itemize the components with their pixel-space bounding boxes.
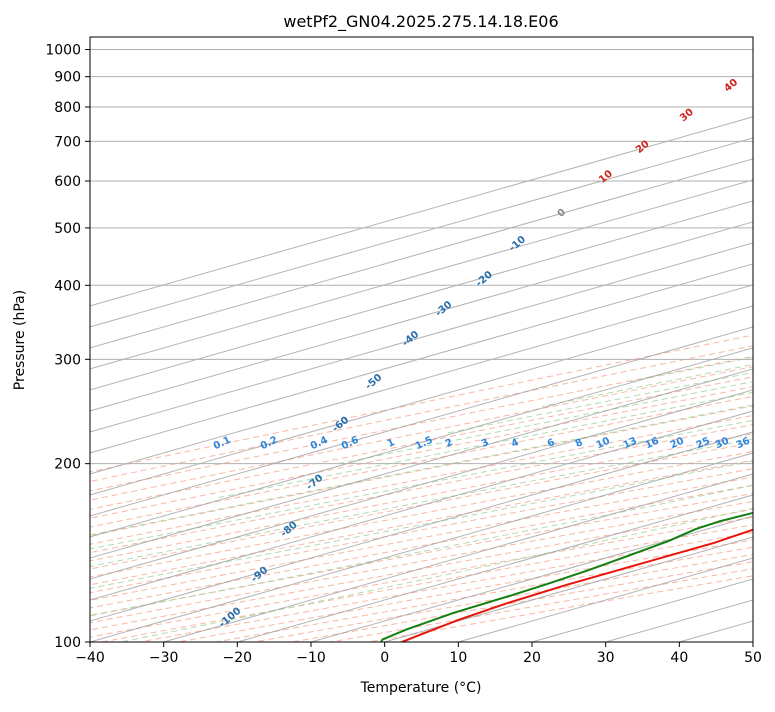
y-axis-tick-label: 700	[54, 134, 81, 150]
y-axis-tick-label: 300	[54, 352, 81, 368]
x-axis-tick-label: 20	[523, 650, 541, 666]
chart-title: wetPf2_GN04.2025.275.14.18.E06	[283, 12, 558, 32]
y-axis-tick-label: 900	[54, 70, 81, 86]
y-axis-tick-label: 500	[54, 221, 81, 237]
y-axis-tick-label: 400	[54, 278, 81, 294]
y-axis-tick-label: 200	[54, 457, 81, 473]
y-axis-tick-label: 800	[54, 100, 81, 116]
x-axis-tick-label: −20	[223, 650, 253, 666]
x-axis-tick-label: 40	[670, 650, 688, 666]
y-axis-tick-label: 600	[54, 174, 81, 190]
x-axis-tick-label: −40	[75, 650, 105, 666]
x-axis-tick-label: 0	[380, 650, 389, 666]
x-axis-tick-label: −30	[149, 650, 179, 666]
x-axis-label: Temperature (°C)	[360, 680, 482, 696]
x-axis-tick-label: 50	[744, 650, 762, 666]
x-axis-tick-label: 10	[449, 650, 467, 666]
y-axis-label: Pressure (hPa)	[12, 290, 28, 390]
x-axis-tick-label: −10	[296, 650, 326, 666]
y-axis-tick-label: 100	[54, 635, 81, 651]
x-axis-tick-label: 30	[597, 650, 615, 666]
y-axis-tick-label: 1000	[45, 43, 81, 59]
